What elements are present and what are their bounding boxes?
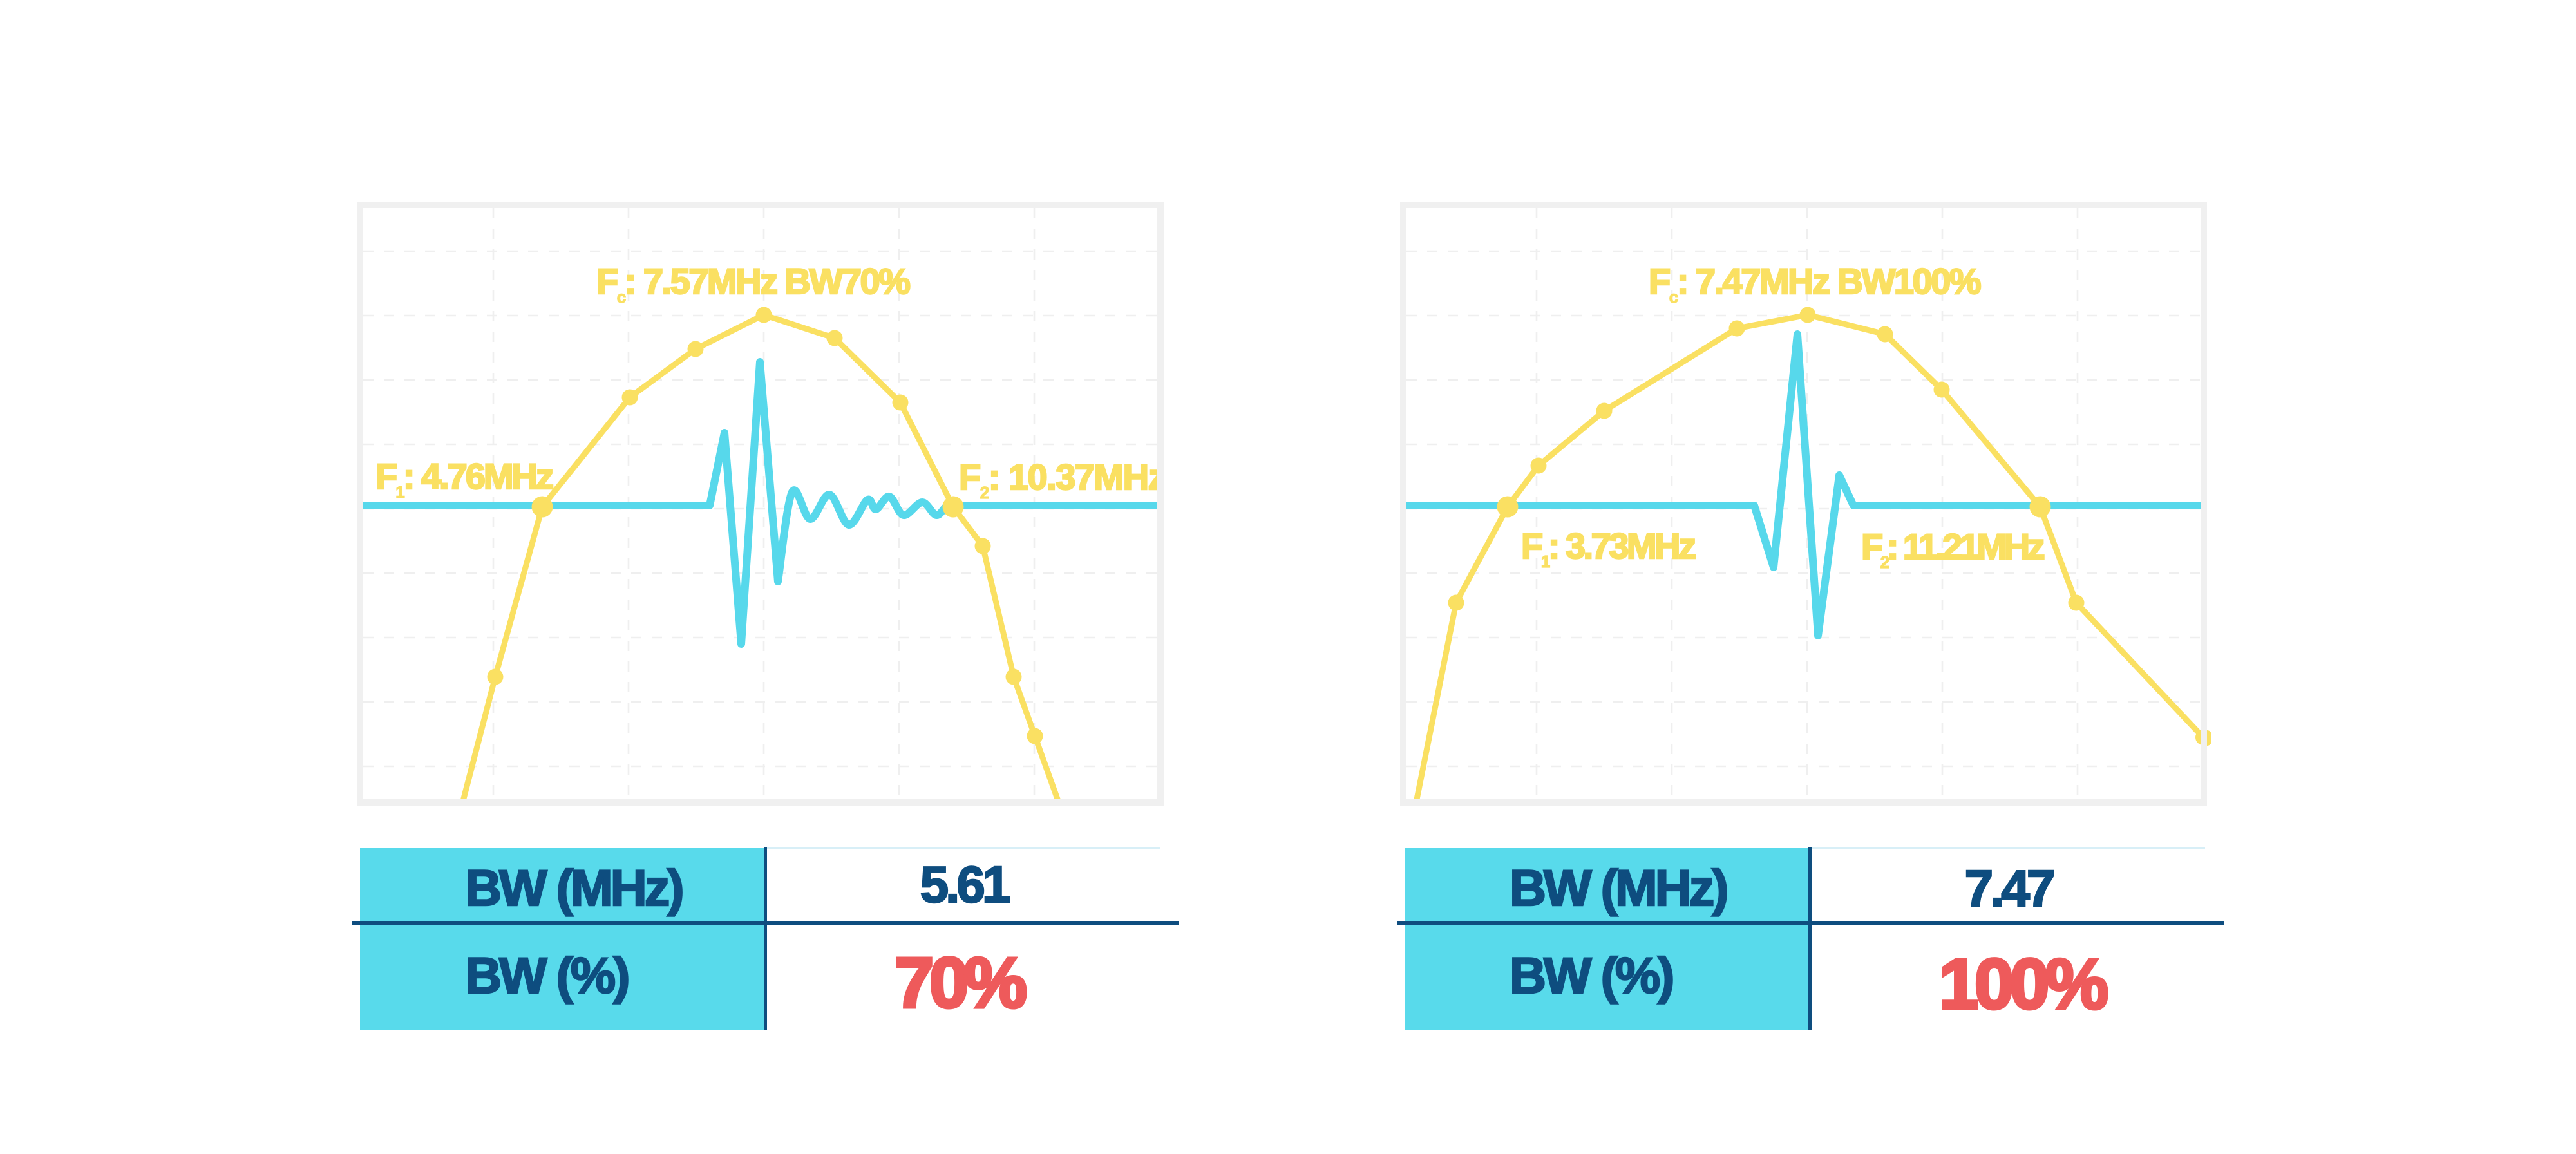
svg-text:F1: 3.73MHz: F1: 3.73MHz — [1521, 525, 1695, 571]
svg-text:Fc: 7.47MHz BW100%: Fc: 7.47MHz BW100% — [1649, 261, 1981, 307]
svg-text:Fc: 7.57MHz BW70%: Fc: 7.57MHz BW70% — [596, 261, 910, 307]
svg-text:F1: 4.76MHz: F1: 4.76MHz — [375, 456, 553, 502]
svg-text:F2: 11.21MHz: F2: 11.21MHz — [1861, 526, 2044, 572]
svg-text:F2: 10.37MHz: F2: 10.37MHz — [959, 457, 1157, 502]
